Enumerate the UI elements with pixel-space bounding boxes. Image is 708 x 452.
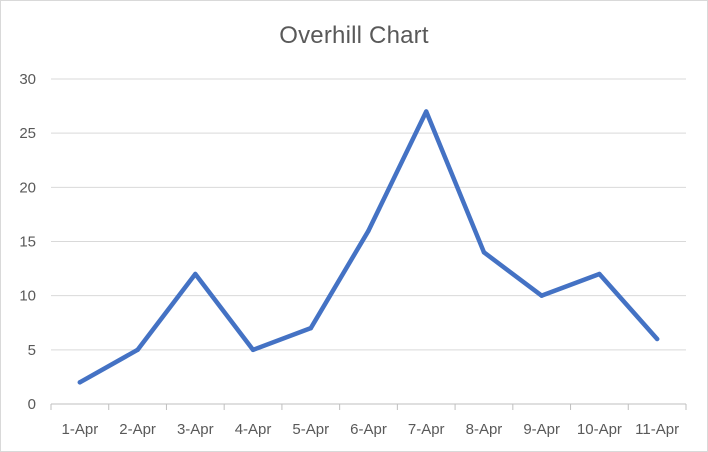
x-tick-label-10-Apr: 10-Apr [577, 421, 622, 438]
y-tick-label-5: 5 [28, 342, 36, 359]
x-tick-label-5-Apr: 5-Apr [292, 421, 329, 438]
data-point-10-Apr [597, 271, 602, 277]
x-tick-label-2-Apr: 2-Apr [119, 421, 156, 438]
y-tick-label-25: 25 [19, 125, 36, 142]
series-group [77, 109, 660, 385]
data-point-7-Apr [424, 109, 429, 114]
data-point-5-Apr [308, 325, 313, 331]
data-point-4-Apr [250, 347, 256, 353]
data-point-11-Apr [654, 336, 660, 342]
gridlines [51, 78, 686, 351]
y-tick-label-15: 15 [19, 234, 36, 251]
y-tick-label-10: 10 [19, 288, 36, 305]
series-line-0 [77, 109, 660, 385]
y-axis-labels: 0 5 10 15 20 25 30 [19, 71, 36, 413]
data-point-8-Apr [481, 250, 487, 255]
x-tick-label-4-Apr: 4-Apr [235, 421, 272, 438]
data-point-2-Apr [135, 347, 140, 353]
x-tick-label-9-Apr: 9-Apr [523, 421, 560, 438]
y-tick-label-20: 20 [19, 179, 36, 196]
x-tick-label-11-Apr: 11-Apr [635, 421, 679, 438]
x-tick-label-7-Apr: 7-Apr [408, 421, 445, 438]
chart-title: Overhill Chart [279, 22, 429, 49]
data-point-1-Apr [77, 380, 83, 385]
x-axis-labels: 1-Apr 2-Apr 3-Apr 4-Apr 5-Apr 6-Apr 7-Apr 8-Apr… [62, 421, 680, 438]
y-tick-label-30: 30 [19, 71, 36, 88]
data-point-9-Apr [539, 293, 544, 298]
x-tick-label-3-Apr: 3-Apr [177, 421, 214, 438]
x-tick-label-6-Apr: 6-Apr [350, 421, 387, 438]
x-tick-label-8-Apr: 8-Apr [466, 421, 503, 438]
x-axis [50, 403, 687, 410]
data-point-3-Apr [193, 271, 198, 277]
x-tick-label-1-Apr: 1-Apr [62, 421, 99, 438]
data-point-6-Apr [366, 228, 371, 233]
y-tick-label-0: 0 [28, 396, 36, 413]
